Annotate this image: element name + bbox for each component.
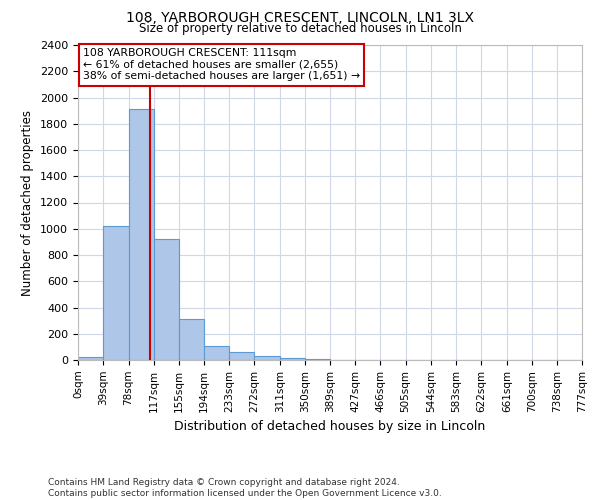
X-axis label: Distribution of detached houses by size in Lincoln: Distribution of detached houses by size … bbox=[175, 420, 485, 433]
Text: 108 YARBOROUGH CRESCENT: 111sqm
← 61% of detached houses are smaller (2,655)
38%: 108 YARBOROUGH CRESCENT: 111sqm ← 61% of… bbox=[83, 48, 360, 82]
Bar bbox=[78, 358, 103, 360]
Text: Size of property relative to detached houses in Lincoln: Size of property relative to detached ho… bbox=[139, 22, 461, 35]
Bar bbox=[154, 240, 179, 360]
Bar bbox=[179, 320, 204, 360]
Bar bbox=[280, 358, 305, 360]
Text: 108, YARBOROUGH CRESCENT, LINCOLN, LN1 3LX: 108, YARBOROUGH CRESCENT, LINCOLN, LN1 3… bbox=[126, 11, 474, 25]
Bar bbox=[229, 352, 254, 360]
Y-axis label: Number of detached properties: Number of detached properties bbox=[22, 110, 34, 296]
Text: Contains HM Land Registry data © Crown copyright and database right 2024.
Contai: Contains HM Land Registry data © Crown c… bbox=[48, 478, 442, 498]
Bar bbox=[254, 356, 280, 360]
Bar bbox=[103, 226, 128, 360]
Bar bbox=[128, 110, 154, 360]
Bar bbox=[204, 346, 229, 360]
